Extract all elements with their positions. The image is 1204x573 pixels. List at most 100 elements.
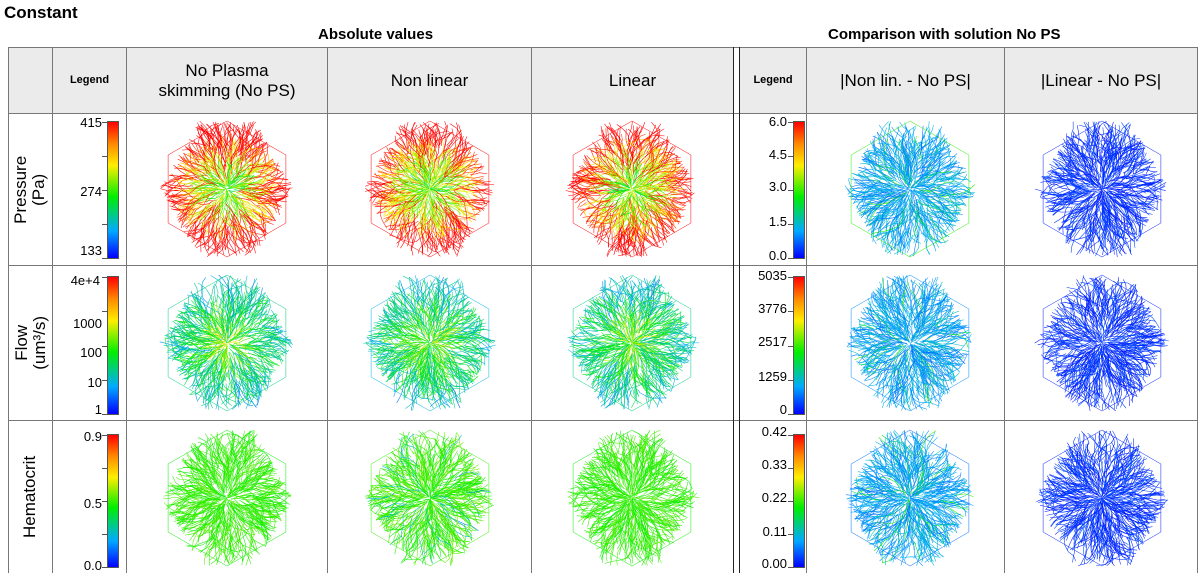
vessel-segment — [433, 208, 445, 240]
vessel-segment — [627, 312, 633, 344]
vessel-segment — [228, 358, 234, 404]
vessel-segment — [242, 289, 260, 315]
vessel-segment — [609, 279, 628, 322]
vessel-segment — [391, 225, 401, 230]
vessel-segment — [929, 373, 950, 382]
vessel-segment — [186, 159, 211, 172]
tick-label: 0 — [779, 402, 787, 417]
vessel-segment — [467, 313, 477, 318]
vessel-segment — [865, 199, 884, 203]
vessel-segment — [862, 184, 906, 192]
vessel-segment — [863, 346, 897, 372]
vessel-segment — [1099, 129, 1110, 166]
vessel-segment — [603, 370, 612, 405]
vessel-segment — [868, 206, 892, 226]
vessel-segment — [386, 147, 405, 172]
vessel-segment — [437, 139, 445, 160]
vessel-segment — [264, 214, 271, 220]
vessel-segment — [1084, 171, 1097, 189]
vessel-segment — [420, 221, 439, 250]
vessel-segment — [371, 351, 393, 357]
vessel-segment — [432, 190, 454, 221]
vessel-segment — [605, 317, 622, 338]
tick-label: 0.33 — [761, 457, 787, 472]
vessel-segment — [631, 205, 643, 229]
vessel-segment — [426, 377, 439, 399]
vessel-segment — [907, 143, 910, 166]
vessel-segment — [886, 184, 909, 188]
vessel-segment — [569, 168, 600, 185]
vessel-segment — [1079, 124, 1101, 145]
vessel-segment — [646, 304, 662, 326]
vessel-segment — [401, 348, 427, 359]
colorbar-tick — [102, 190, 107, 191]
vessel-segment — [876, 305, 900, 325]
vessel-segment — [847, 342, 866, 348]
vessel-segment — [864, 364, 896, 382]
vessel-segment — [651, 309, 680, 326]
colorbar-tick — [788, 534, 793, 535]
vessel-segment — [917, 361, 932, 377]
vessel-segment — [247, 296, 260, 323]
vessel-segment — [577, 319, 618, 350]
vessel-segment — [613, 298, 625, 315]
vessel-segment — [211, 305, 222, 320]
vessel-segment — [1084, 218, 1098, 245]
vessel-segment — [385, 344, 416, 375]
vessel-segment — [580, 316, 595, 319]
vessel-segment — [1092, 222, 1109, 256]
vessel-segment — [429, 176, 463, 190]
vessel-segment — [218, 228, 237, 254]
tick-label: 2517 — [758, 334, 787, 349]
vessel-segment — [896, 308, 908, 333]
vessel-segment — [910, 178, 929, 189]
vessel-segment — [632, 343, 635, 367]
vessel-segment — [594, 356, 632, 379]
vessel-segment — [1125, 140, 1142, 166]
vessel-segment — [598, 349, 628, 385]
vessel-segment — [935, 350, 963, 365]
vessel-segment — [384, 339, 417, 346]
vessel-segment — [207, 376, 210, 403]
vessel-segment — [585, 364, 607, 371]
vessel-segment — [1076, 362, 1081, 391]
vessel-segment — [1034, 188, 1075, 196]
vessel-segment — [170, 333, 198, 345]
vessel-segment — [668, 166, 681, 177]
vessel-segment — [230, 372, 257, 408]
vessel-segment — [467, 162, 478, 180]
vessel-segment — [924, 232, 949, 243]
vessel-segment — [1077, 344, 1101, 357]
vessel-segment — [854, 178, 867, 187]
vessel-segment — [448, 136, 464, 169]
vessel-segment — [1114, 155, 1127, 171]
vessel-segment — [607, 125, 621, 144]
vessel-segment — [1114, 134, 1123, 176]
vessel-segment — [667, 361, 683, 372]
vessel-segment — [200, 173, 222, 186]
vessel-segment — [448, 386, 454, 406]
vessel-segment — [870, 215, 879, 239]
vessel-segment — [169, 197, 202, 204]
vessel-segment — [572, 174, 611, 181]
vessel-segment — [193, 216, 228, 240]
vessel-segment — [629, 219, 635, 243]
vessel-segment — [850, 189, 871, 198]
hexagon-boundary — [572, 120, 692, 258]
vessel-segment — [210, 275, 234, 312]
vessel-segment — [190, 291, 206, 315]
vessel-segment — [424, 209, 426, 229]
vessel-segment — [861, 182, 889, 191]
vessel-segment — [187, 205, 207, 238]
vessel-segment — [1129, 166, 1149, 181]
vessel-segment — [584, 307, 598, 330]
tick-label: 0.42 — [761, 424, 787, 439]
vessel-segment — [951, 189, 974, 196]
vessel-segment — [429, 130, 433, 145]
vessel-segment — [439, 278, 447, 321]
vessel-segment — [394, 154, 427, 183]
vessel-segment — [202, 383, 206, 399]
vessel-segment — [432, 207, 443, 237]
vessel-segment — [882, 366, 906, 409]
vessel-segment — [440, 336, 481, 343]
